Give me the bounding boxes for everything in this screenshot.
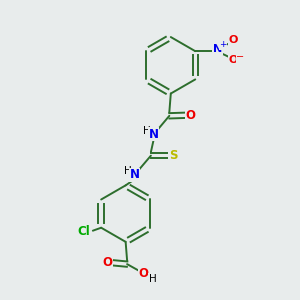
Text: H: H [124,167,132,176]
Text: N: N [130,169,140,182]
Text: O: O [228,55,238,65]
Text: Cl: Cl [78,225,90,238]
Text: −: − [236,52,244,62]
Text: O: O [103,256,113,269]
Text: O: O [139,267,148,280]
Text: H: H [143,126,151,136]
Text: S: S [169,149,177,162]
Text: O: O [228,35,238,45]
Text: N: N [213,44,222,54]
Text: +: + [219,40,227,49]
Text: O: O [186,109,196,122]
Text: H: H [148,274,156,284]
Text: N: N [149,128,159,141]
